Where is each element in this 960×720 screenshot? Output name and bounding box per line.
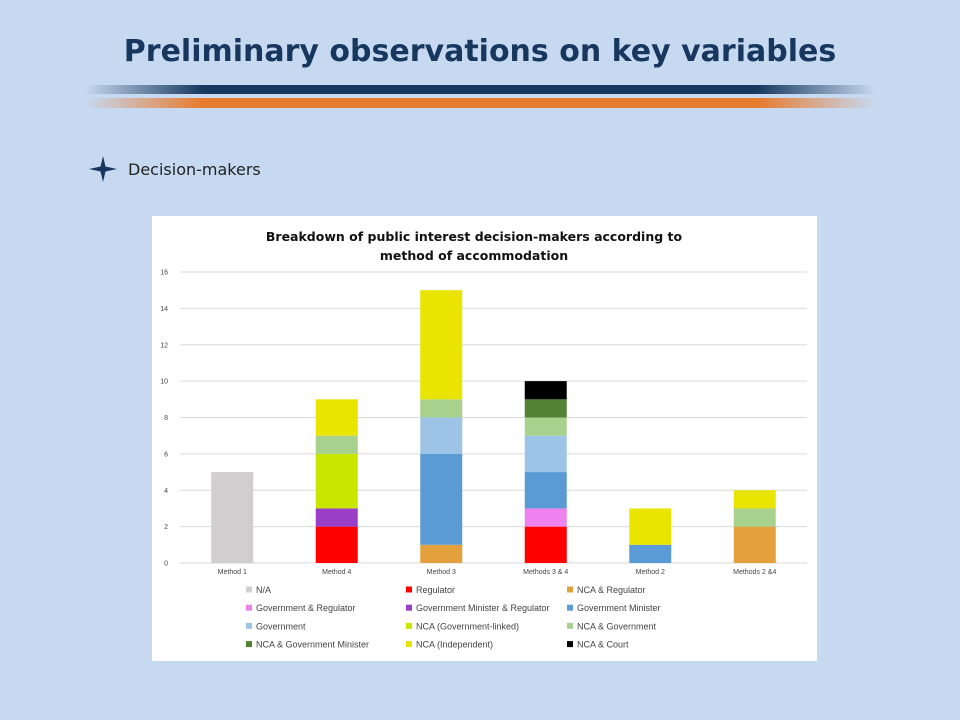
y-tick-label: 12 bbox=[160, 342, 168, 349]
bar-segment bbox=[524, 399, 567, 418]
legend-label: NCA & Government bbox=[577, 621, 657, 631]
legend-label: Government Minister bbox=[577, 603, 661, 613]
bullet-text: Decision-makers bbox=[128, 159, 261, 179]
gridlines bbox=[180, 271, 807, 564]
title-divider-dark bbox=[85, 85, 875, 94]
y-tick-label: 2 bbox=[164, 524, 168, 531]
legend-label: Regulator bbox=[416, 585, 455, 595]
bar-segment bbox=[420, 453, 463, 545]
chart-container: Breakdown of public interest decision-ma… bbox=[152, 216, 817, 661]
bar-segment bbox=[420, 544, 463, 563]
bar-segment bbox=[315, 508, 358, 527]
chart-title-line-2: method of accommodation bbox=[380, 248, 568, 263]
legend-label: NCA & Government Minister bbox=[256, 640, 369, 650]
legend-swatch bbox=[567, 622, 573, 629]
bar-segment bbox=[315, 526, 358, 563]
bar-segment bbox=[315, 399, 358, 436]
legend-swatch bbox=[246, 622, 252, 629]
bar-segment bbox=[629, 508, 672, 545]
chart-title-line-1: Breakdown of public interest decision-ma… bbox=[266, 229, 683, 244]
legend-label: N/A bbox=[256, 585, 271, 595]
bar-segment bbox=[733, 490, 776, 509]
legend-label: NCA (Government-linked) bbox=[416, 621, 519, 631]
legend-swatch bbox=[567, 641, 573, 648]
title-divider-orange bbox=[85, 98, 875, 108]
slide-title: Preliminary observations on key variable… bbox=[123, 34, 837, 69]
legend-swatch bbox=[567, 586, 573, 593]
bar-segment bbox=[524, 417, 567, 436]
bar-segment bbox=[524, 435, 567, 473]
bar-segment bbox=[524, 526, 567, 563]
x-tick-label: Method 3 bbox=[427, 569, 456, 576]
legend-swatch bbox=[406, 622, 412, 629]
legend-swatch bbox=[406, 604, 412, 611]
y-tick-label: 10 bbox=[160, 379, 168, 386]
y-tick-label: 16 bbox=[160, 270, 168, 277]
x-tick-label: Methods 2 &4 bbox=[733, 569, 776, 576]
legend-label: NCA & Court bbox=[577, 640, 629, 650]
legend-swatch bbox=[246, 604, 252, 611]
legend-swatch bbox=[406, 586, 412, 593]
legend: N/A Regulator NCA & Regulator Government & … bbox=[246, 585, 661, 650]
axes: 0 2 4 6 8 10 12 14 16 Method 1 Method 4 Method 3 Met… bbox=[160, 270, 776, 577]
x-tick-label: Methods 3 & 4 bbox=[523, 569, 568, 576]
legend-swatch bbox=[406, 641, 412, 648]
bar-segment bbox=[733, 526, 776, 563]
x-tick-label: Method 4 bbox=[322, 569, 351, 576]
legend-label: Government bbox=[256, 621, 306, 631]
bar-segment bbox=[629, 544, 672, 563]
legend-label: Government Minister & Regulator bbox=[416, 603, 550, 613]
bar-segment bbox=[315, 453, 358, 509]
bar-segment bbox=[420, 417, 463, 454]
legend-label: NCA & Regulator bbox=[577, 585, 646, 595]
bar-segment bbox=[524, 508, 567, 527]
bar-segment bbox=[420, 290, 463, 400]
x-tick-label: Method 2 bbox=[636, 569, 665, 576]
bar-segment bbox=[524, 472, 567, 509]
x-tick-label: Method 1 bbox=[218, 569, 247, 576]
y-tick-label: 8 bbox=[164, 415, 168, 422]
y-tick-label: 4 bbox=[164, 488, 168, 495]
legend-label: NCA (Independent) bbox=[416, 640, 493, 650]
bar-segment bbox=[211, 472, 254, 563]
legend-swatch bbox=[246, 586, 252, 593]
legend-swatch bbox=[567, 604, 573, 611]
y-tick-label: 14 bbox=[160, 306, 168, 313]
bar-segment bbox=[420, 399, 463, 418]
y-tick-label: 6 bbox=[164, 451, 168, 458]
four-point-star-icon bbox=[89, 156, 117, 182]
bar-segment bbox=[733, 508, 776, 527]
legend-swatch bbox=[246, 641, 252, 648]
stacked-bar-chart: Breakdown of public interest decision-ma… bbox=[160, 229, 807, 650]
bars bbox=[211, 290, 776, 563]
bar-segment bbox=[315, 435, 358, 454]
y-tick-label: 0 bbox=[164, 561, 168, 568]
legend-label: Government & Regulator bbox=[256, 603, 356, 613]
bullet-item: Decision-makers bbox=[88, 155, 261, 183]
bar-segment bbox=[524, 381, 567, 400]
